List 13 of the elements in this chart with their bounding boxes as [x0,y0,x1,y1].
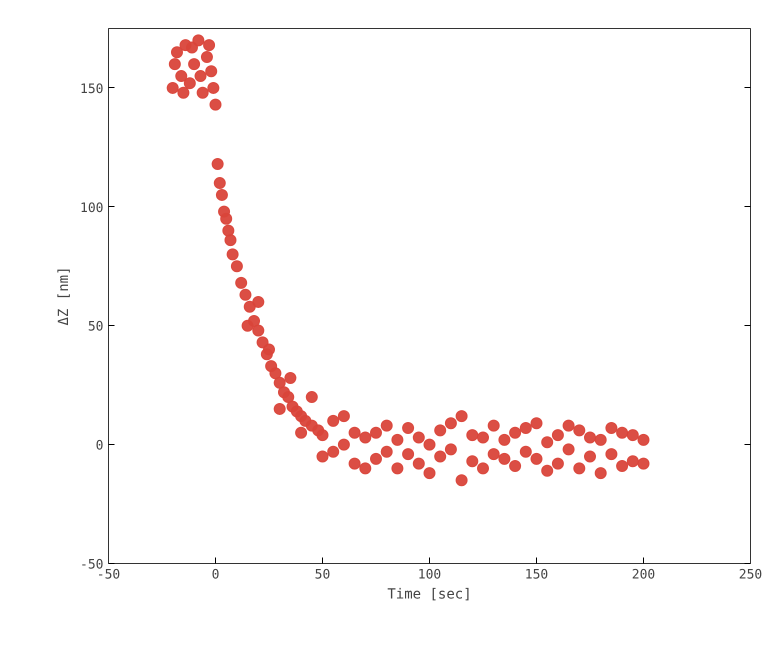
x-tick-label: 50 [314,568,330,582]
x-axis-title: Time [sec] [387,586,472,602]
y-tick-label: 150 [80,82,104,97]
x-tick-label: 200 [632,568,656,582]
x-tick-label: 150 [524,568,548,582]
y-tick-label: -50 [80,558,104,572]
x-tick-label: 100 [418,568,442,582]
x-tick-label: 0 [212,568,220,582]
y-tick-label: 100 [80,200,104,216]
x-tick-label: 250 [738,568,762,582]
y-axis-title: ΔZ [nm] [56,266,72,326]
y-tick-label: 50 [88,320,104,335]
y-tick-label: 0 [96,438,104,454]
